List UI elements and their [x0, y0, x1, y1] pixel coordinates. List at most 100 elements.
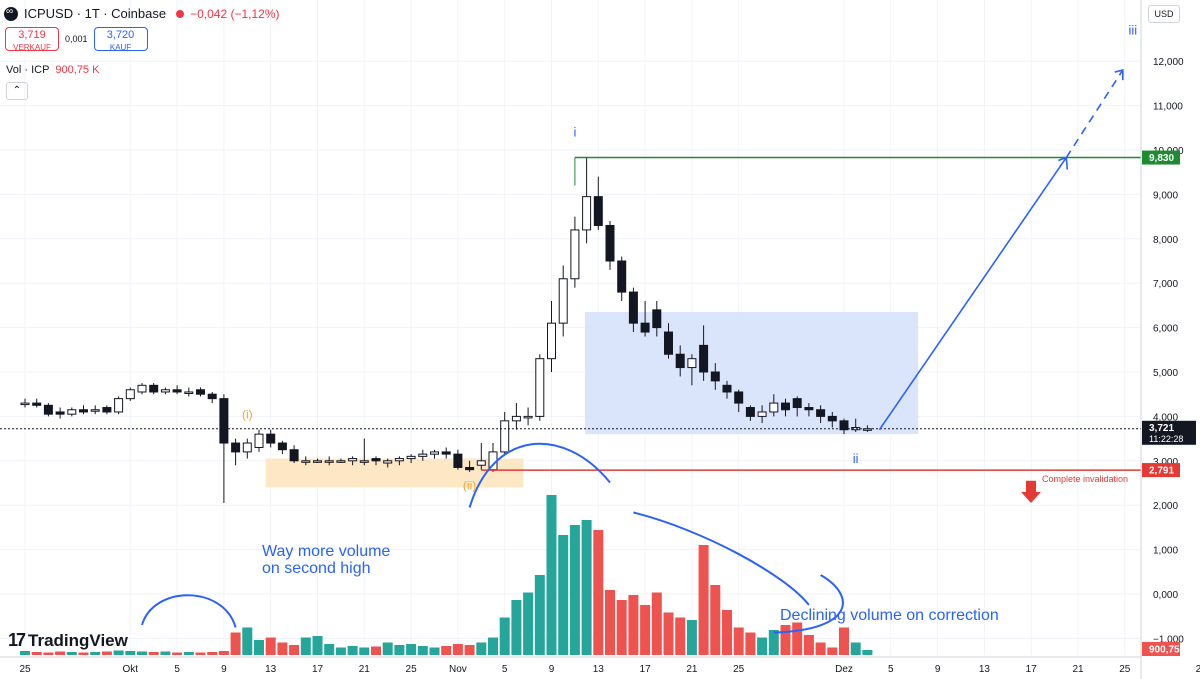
candle-body: [20, 402, 30, 406]
volume-bar: [20, 651, 30, 655]
candle-body: [254, 433, 264, 448]
red-level-label-bg: [1142, 463, 1180, 478]
candle-body: [324, 460, 334, 463]
candle-body: [781, 402, 790, 411]
volume-bar: [651, 592, 662, 655]
volume-bar: [803, 635, 814, 655]
tradingview-wordmark: TradingView: [28, 630, 128, 650]
sell-price: 3,719: [18, 29, 46, 41]
candle-body: [125, 389, 135, 400]
invalidation-note: Complete invalidation: [1042, 474, 1128, 484]
candle-body: [710, 371, 720, 382]
y-tick-label: 0,000: [1153, 590, 1178, 601]
currency-selector[interactable]: USD: [1148, 5, 1180, 23]
x-tick-label: 25: [1119, 664, 1131, 675]
candle-body: [745, 407, 755, 417]
volume-value: 900,75 K: [55, 64, 100, 76]
x-tick-label: 21: [686, 664, 698, 675]
candle-body: [79, 409, 88, 413]
candle-body: [441, 451, 451, 455]
volume-bar: [862, 650, 873, 655]
x-tick-label: 5: [502, 664, 508, 675]
candle-body: [511, 415, 521, 422]
volume-bar: [581, 520, 592, 655]
volume-bar: [183, 652, 194, 655]
chart-header: ICPUSD · 1T · Coinbase −0,042 (−1,12%): [4, 6, 280, 21]
x-tick-label: Nov: [449, 664, 467, 675]
volume-bars: [20, 495, 873, 655]
tradingview-logo[interactable]: 17 TradingView: [8, 630, 128, 651]
trade-buttons: 3,719 VERKAUF 0,001 3,720 KAUF: [5, 27, 148, 52]
candle-body: [348, 458, 358, 462]
candle-body: [418, 453, 428, 457]
volume-legend[interactable]: Vol · ICP 900,75 K: [6, 64, 99, 76]
volume-bar: [698, 545, 709, 655]
candle-body: [301, 460, 311, 463]
volume-bar: [780, 625, 791, 655]
volume-bar: [722, 610, 732, 655]
candle-body: [359, 460, 369, 463]
volume-bar: [195, 652, 206, 655]
volume-bar: [55, 651, 66, 655]
volume-bar: [300, 637, 311, 655]
volume-bar: [242, 627, 253, 655]
collapse-legend-button[interactable]: ⌃: [6, 82, 28, 100]
x-tick-label: 13: [593, 664, 605, 675]
volume-bar: [417, 646, 428, 655]
candle-body: [476, 460, 486, 466]
candle-body: [734, 391, 744, 404]
candle-body: [313, 460, 322, 463]
candle-body: [628, 291, 638, 324]
volume-bar: [476, 642, 487, 655]
y-tick-label: 5,000: [1153, 368, 1178, 379]
buy-label: KAUF: [109, 43, 132, 52]
x-tick-label: 9: [935, 664, 941, 675]
red-level-label: 2,791: [1149, 466, 1174, 477]
candle-body: [640, 322, 650, 333]
market-status-dot-icon: [176, 9, 185, 18]
volume-bar: [160, 651, 171, 655]
x-tick-label: 25: [733, 664, 745, 675]
green-level-label-bg: [1142, 150, 1180, 165]
volume-bar: [324, 644, 335, 655]
symbol-title[interactable]: ICPUSD · 1T · Coinbase: [24, 6, 167, 21]
volume-bar: [43, 652, 54, 655]
y-tick-label: −1,000: [1153, 634, 1184, 645]
volume-bar: [394, 645, 405, 655]
candle-body: [675, 353, 685, 369]
candle-body: [804, 407, 814, 411]
volume-bar: [499, 617, 510, 655]
candle-body: [558, 278, 568, 324]
declining-volume-hook: [773, 574, 844, 634]
y-tick-label: 9,000: [1153, 190, 1178, 201]
sell-button[interactable]: 3,719 VERKAUF: [5, 27, 59, 52]
candle-body: [231, 442, 241, 453]
volume-bar: [534, 575, 545, 655]
volume-bar: [768, 630, 779, 655]
countdown-label: 11:22:28: [1149, 434, 1183, 444]
candle-body: [137, 384, 147, 393]
candle-body: [570, 229, 580, 280]
volume-bar: [230, 632, 241, 655]
candle-body: [687, 358, 697, 369]
volume-value-label-bg: [1142, 642, 1180, 656]
candle-body: [383, 460, 393, 464]
wave-label-sub-ii: (ii): [463, 479, 476, 493]
second-high-volume-arc: [468, 442, 611, 508]
volume-bar: [382, 642, 393, 655]
volume-bar: [546, 495, 557, 655]
volume-bar: [148, 652, 159, 655]
volume-bar: [347, 646, 358, 655]
candle-body: [277, 442, 287, 451]
volume-bar: [464, 645, 475, 655]
buy-button[interactable]: 3,720 KAUF: [93, 27, 148, 52]
buy-price: 3,720: [106, 29, 135, 41]
x-tick-label: 25: [406, 664, 418, 675]
sell-label: VERKAUF: [13, 43, 51, 52]
volume-bar: [265, 637, 276, 655]
wave-label-ii: ii: [853, 451, 859, 466]
green-level-label: 9,830: [1149, 153, 1174, 164]
volume-bar: [663, 612, 674, 655]
